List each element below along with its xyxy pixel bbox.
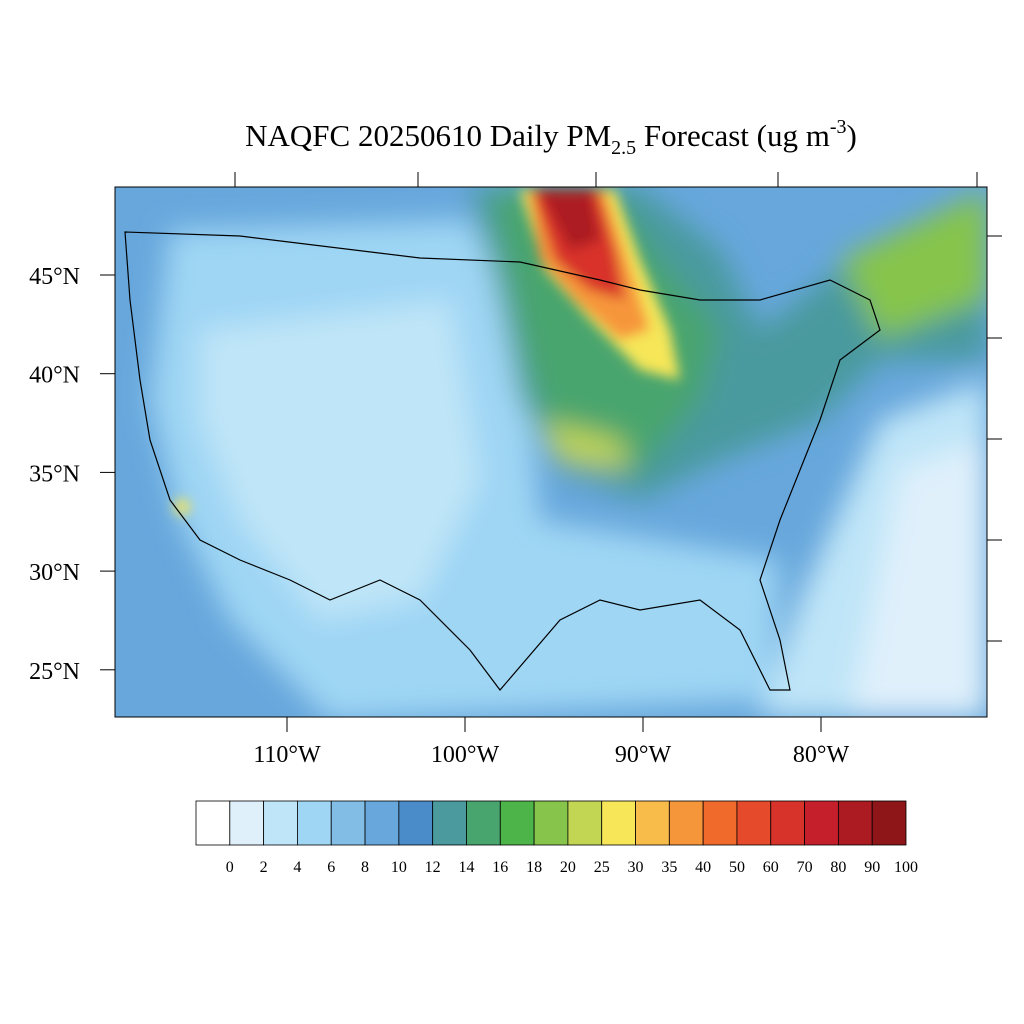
lat-label: 40°N bbox=[29, 363, 80, 389]
colorbar-box bbox=[736, 800, 772, 846]
colorbar-box bbox=[432, 800, 467, 846]
colorbar-box bbox=[499, 800, 535, 846]
lon-label: 110°W bbox=[253, 742, 321, 768]
title-superscript: -3 bbox=[830, 116, 847, 138]
colorbar-label: 40 bbox=[695, 859, 711, 876]
colorbar-label: 2 bbox=[260, 859, 268, 876]
colorbar-box bbox=[837, 800, 873, 846]
colorbar-box bbox=[702, 800, 738, 846]
colorbar-box bbox=[601, 800, 636, 846]
colorbar-label: 18 bbox=[526, 859, 542, 876]
map-field bbox=[115, 187, 987, 717]
map-frame bbox=[114, 186, 988, 718]
title-close: ) bbox=[847, 118, 857, 153]
colorbar-label: 50 bbox=[729, 859, 745, 876]
colorbar-label: 30 bbox=[628, 859, 644, 876]
colorbar-label: 6 bbox=[327, 859, 335, 876]
title-subscript: 2.5 bbox=[611, 137, 636, 159]
lat-label: 35°N bbox=[29, 461, 80, 487]
colorbar-label: 70 bbox=[797, 859, 813, 876]
colorbar-label: 80 bbox=[830, 859, 846, 876]
colorbar-box bbox=[770, 800, 805, 846]
colorbar-label: 12 bbox=[425, 859, 441, 876]
lat-label: 30°N bbox=[29, 560, 80, 586]
colorbar-box bbox=[330, 800, 366, 846]
colorbar-label: 60 bbox=[763, 859, 779, 876]
colorbar-label: 20 bbox=[560, 859, 576, 876]
title-rest: Forecast (ug m bbox=[636, 118, 830, 153]
lon-label: 90°W bbox=[615, 742, 672, 768]
colorbar-box bbox=[195, 800, 231, 846]
title: NAQFC 20250610 Daily PM2.5 Forecast (ug … bbox=[245, 116, 857, 159]
smoke-plume bbox=[174, 190, 680, 515]
colorbar-label: 16 bbox=[492, 859, 508, 876]
title-main: NAQFC 20250610 Daily PM bbox=[245, 118, 611, 153]
colorbar-label: 10 bbox=[391, 859, 407, 876]
colorbar-box bbox=[635, 800, 670, 846]
colorbar-label: 100 bbox=[894, 859, 918, 876]
colorbar-label: 14 bbox=[458, 859, 474, 876]
colorbar-label: 8 bbox=[361, 859, 369, 876]
colorbar-label: 35 bbox=[661, 859, 677, 876]
colorbar-box bbox=[466, 800, 501, 846]
lat-label: 25°N bbox=[29, 659, 80, 685]
colorbar-box bbox=[297, 800, 332, 846]
colorbar-box bbox=[533, 800, 569, 846]
colorbar-box bbox=[567, 800, 603, 846]
colorbar-box bbox=[398, 800, 434, 846]
coastline bbox=[124, 231, 881, 691]
colorbar-label: 90 bbox=[864, 859, 880, 876]
lon-label: 100°W bbox=[431, 742, 500, 768]
colorbar-box bbox=[668, 800, 704, 846]
colorbar-box bbox=[871, 800, 907, 846]
colorbar-box bbox=[229, 800, 265, 846]
colorbar-box bbox=[263, 800, 298, 846]
colorbar-box bbox=[364, 800, 400, 846]
colorbar-label: 25 bbox=[594, 859, 610, 876]
colorbar-box bbox=[804, 800, 839, 846]
frame-ticks bbox=[234, 172, 1002, 642]
lon-label: 80°W bbox=[793, 742, 850, 768]
lat-label: 45°N bbox=[29, 264, 80, 290]
colorbar-label: 0 bbox=[226, 859, 234, 876]
colorbar-label: 4 bbox=[293, 859, 301, 876]
